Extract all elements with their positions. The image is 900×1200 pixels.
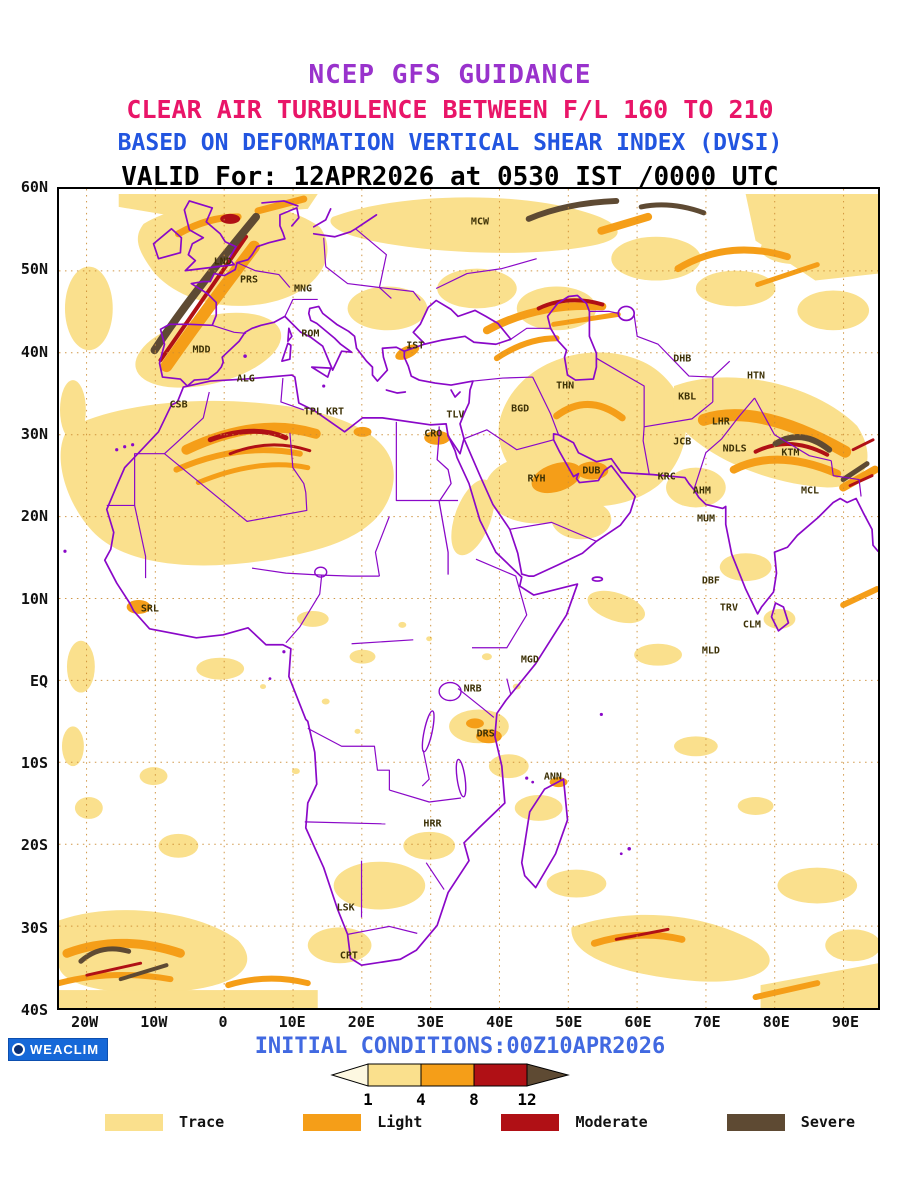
station-label: CRO <box>424 428 443 440</box>
lon-label: 70E <box>693 1013 721 1031</box>
station-label: KRT <box>325 406 345 418</box>
scale-arrow-svg <box>330 1063 570 1087</box>
station-label: ALG <box>236 373 255 385</box>
chart-titles: NCEP GFS GUIDANCE CLEAR AIR TURBULENCE B… <box>0 58 900 194</box>
station-label: TLV <box>446 409 465 421</box>
lat-label: 60N <box>20 178 48 196</box>
station-label: SRL <box>140 603 159 615</box>
map-plot-area: MCW LND PRS MNG ROM IST MDD ALG CSB TPL KRT TLV CRO B… <box>57 187 880 1010</box>
lat-label: 10N <box>20 589 48 608</box>
station-label: MCL <box>800 485 820 497</box>
longitude-axis: 20W 10W 0 10E 20E 30E 40E 50E 60E 70E 80E 90E <box>57 1013 880 1033</box>
small-islands <box>63 354 632 856</box>
station-label: CSB <box>169 399 188 411</box>
legend-label: Trace <box>179 1113 225 1131</box>
lon-label: 90E <box>831 1013 859 1031</box>
lon-label: 20W <box>71 1013 99 1031</box>
lon-label: 80E <box>762 1013 790 1031</box>
station-label: DBF <box>701 575 720 587</box>
lat-label: 50N <box>20 260 48 279</box>
lon-label: 20E <box>347 1013 375 1031</box>
station-label: RYH <box>527 473 546 485</box>
scale-value: 8 <box>469 1090 479 1109</box>
lon-label: 10W <box>140 1013 168 1031</box>
lon-label: 40E <box>486 1013 514 1031</box>
legend-label: Moderate <box>575 1113 648 1131</box>
station-label: KTM <box>781 447 800 459</box>
scale-value: 12 <box>517 1090 537 1109</box>
country-borders <box>106 228 862 935</box>
station-label: ANN <box>543 771 562 783</box>
lat-label: 40N <box>20 342 48 361</box>
station-label: MLD <box>701 645 720 657</box>
station-label: TPL <box>303 406 322 418</box>
title-product: CLEAR AIR TURBULENCE BETWEEN F/L 160 TO … <box>126 95 774 124</box>
station-label: MGD <box>520 654 539 666</box>
lon-label: 30E <box>416 1013 445 1031</box>
lat-label: 30S <box>20 918 48 937</box>
lon-label: 60E <box>624 1013 652 1031</box>
legend-swatch <box>105 1113 163 1131</box>
legend-item: Severe <box>726 1113 855 1131</box>
legend-swatch <box>303 1113 362 1131</box>
station-label: MDD <box>192 344 211 356</box>
intensity-scale: 1 4 8 12 <box>330 1062 570 1109</box>
legend-label: Severe <box>800 1113 855 1131</box>
title-method: BASED ON DEFORMATION VERTICAL SHEAR INDE… <box>117 130 783 156</box>
station-label: THN <box>556 380 575 392</box>
lat-label: 40S <box>20 1001 48 1019</box>
legend: Trace Light Moderate Severe <box>0 1113 900 1131</box>
weaclim-logo: WEACLIM <box>8 1038 109 1061</box>
coastlines <box>103 200 878 967</box>
lon-label: 0 <box>218 1013 228 1031</box>
station-label: NDLS <box>722 443 747 455</box>
station-label: HTN <box>746 370 765 382</box>
station-label: CLM <box>742 619 761 631</box>
station-label: AHM <box>692 485 711 497</box>
station-label: LHR <box>711 416 730 428</box>
legend-item: Light <box>303 1113 422 1131</box>
lat-label: EQ <box>29 671 48 690</box>
station-label: JCB <box>673 436 692 448</box>
legend-item: Moderate <box>501 1113 648 1131</box>
station-label: DRS <box>476 728 495 740</box>
station-label: ROM <box>301 328 320 340</box>
logo-text: WEACLIM <box>30 1042 100 1057</box>
legend-item: Trace <box>105 1113 224 1131</box>
station-label: KBL <box>678 391 697 403</box>
station-labels-layer: MCW LND PRS MNG ROM IST MDD ALG CSB TPL KRT TLV CRO B… <box>59 189 878 1008</box>
lon-label: 10E <box>278 1013 306 1031</box>
station-label: PRS <box>239 274 259 286</box>
station-label: IST <box>406 340 425 352</box>
station-label: HRR <box>423 818 442 830</box>
station-label: KRC <box>657 471 676 483</box>
station-label: MNG <box>294 283 313 295</box>
lon-label: 50E <box>555 1013 583 1031</box>
station-label: MUM <box>696 513 716 525</box>
station-label: LSK <box>336 902 355 914</box>
legend-swatch <box>726 1113 785 1131</box>
latitude-axis: 60N 50N 40N 30N 20N 10N EQ 10S 20S 30S 40S <box>0 178 54 1019</box>
turbulence-map-svg <box>59 189 878 1008</box>
logo-circle-icon <box>12 1043 25 1056</box>
lat-label: 20N <box>20 507 48 526</box>
station-label: CPT <box>339 950 358 962</box>
scale-value: 1 <box>363 1090 373 1109</box>
legend-swatch <box>501 1113 560 1131</box>
station-label: BGD <box>511 403 530 415</box>
lat-label: 30N <box>20 424 48 443</box>
initial-conditions-text: INITIAL CONDITIONS:00Z10APR2026 <box>254 1034 666 1059</box>
station-label: LND <box>213 256 232 268</box>
scale-value: 4 <box>416 1090 426 1109</box>
title-model: NCEP GFS GUIDANCE <box>308 60 592 90</box>
station-label: NRB <box>463 683 482 695</box>
station-label: MCW <box>470 216 489 228</box>
station-label: DHB <box>673 353 692 365</box>
station-label: TRV <box>719 602 738 614</box>
lat-label: 20S <box>20 836 48 855</box>
lat-label: 10S <box>20 754 48 773</box>
legend-label: Light <box>377 1113 423 1131</box>
station-label: DUB <box>582 465 601 477</box>
